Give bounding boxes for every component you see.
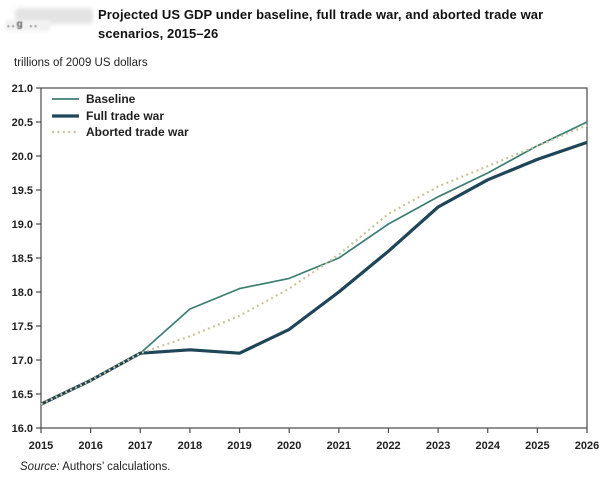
x-axis-tick-label: 2023 xyxy=(426,440,450,452)
x-axis-tick-label: 2020 xyxy=(277,440,301,452)
y-axis-tick-label: 20.5 xyxy=(12,117,33,129)
x-axis-tick-label: 2026 xyxy=(575,440,599,452)
x-axis-tick-label: 2018 xyxy=(178,440,202,452)
x-axis-tick-label: 2017 xyxy=(128,440,152,452)
aborted-trade-war-line xyxy=(40,124,588,406)
blur-blob xyxy=(5,20,51,31)
x-axis-tick-label: 2024 xyxy=(475,440,500,452)
y-axis-tick-label: 16.0 xyxy=(12,423,33,435)
y-axis-tick-label: 18.0 xyxy=(12,287,33,299)
plot-frame xyxy=(40,87,588,429)
y-axis-tick-label: 18.5 xyxy=(12,253,33,265)
full-trade-war-line xyxy=(40,140,588,406)
legend-label-aborted-trade-war: Aborted trade war xyxy=(86,125,189,139)
y-axis-tick-label: 17.5 xyxy=(12,321,33,333)
y-axis-tick-label: 20.0 xyxy=(12,151,33,163)
figure-label-fragment: ..g .. xyxy=(7,19,39,30)
y-axis-tick-label: 19.5 xyxy=(12,185,33,197)
y-axis-tick-label: 19.0 xyxy=(12,219,33,231)
legend-label-full-trade-war: Full trade war xyxy=(86,109,164,123)
y-axis-tick-label: 17.0 xyxy=(12,355,33,367)
y-axis-tick-label: 16.5 xyxy=(12,389,33,401)
x-axis-tick-label: 2015 xyxy=(29,440,53,452)
legend-label-baseline: Baseline xyxy=(86,92,136,106)
x-axis-tick-label: 2025 xyxy=(525,440,549,452)
y-axis-tick-label: 21.0 xyxy=(12,83,33,95)
y-axis-units-label: trillions of 2009 US dollars xyxy=(14,57,148,69)
source-text: Authors’ calculations. xyxy=(62,461,171,473)
figure-title: Projected US GDP under baseline, full tr… xyxy=(98,7,544,41)
x-axis-tick-label: 2021 xyxy=(327,440,351,452)
x-axis-tick-label: 2019 xyxy=(227,440,251,452)
x-axis-tick-label: 2016 xyxy=(78,440,102,452)
figure-label-blurred: ..g .. xyxy=(5,7,97,33)
source-label: Source: xyxy=(20,461,60,473)
x-axis-tick-label: 2022 xyxy=(376,440,400,452)
source-note: Source: Authors’ calculations. xyxy=(20,461,170,473)
